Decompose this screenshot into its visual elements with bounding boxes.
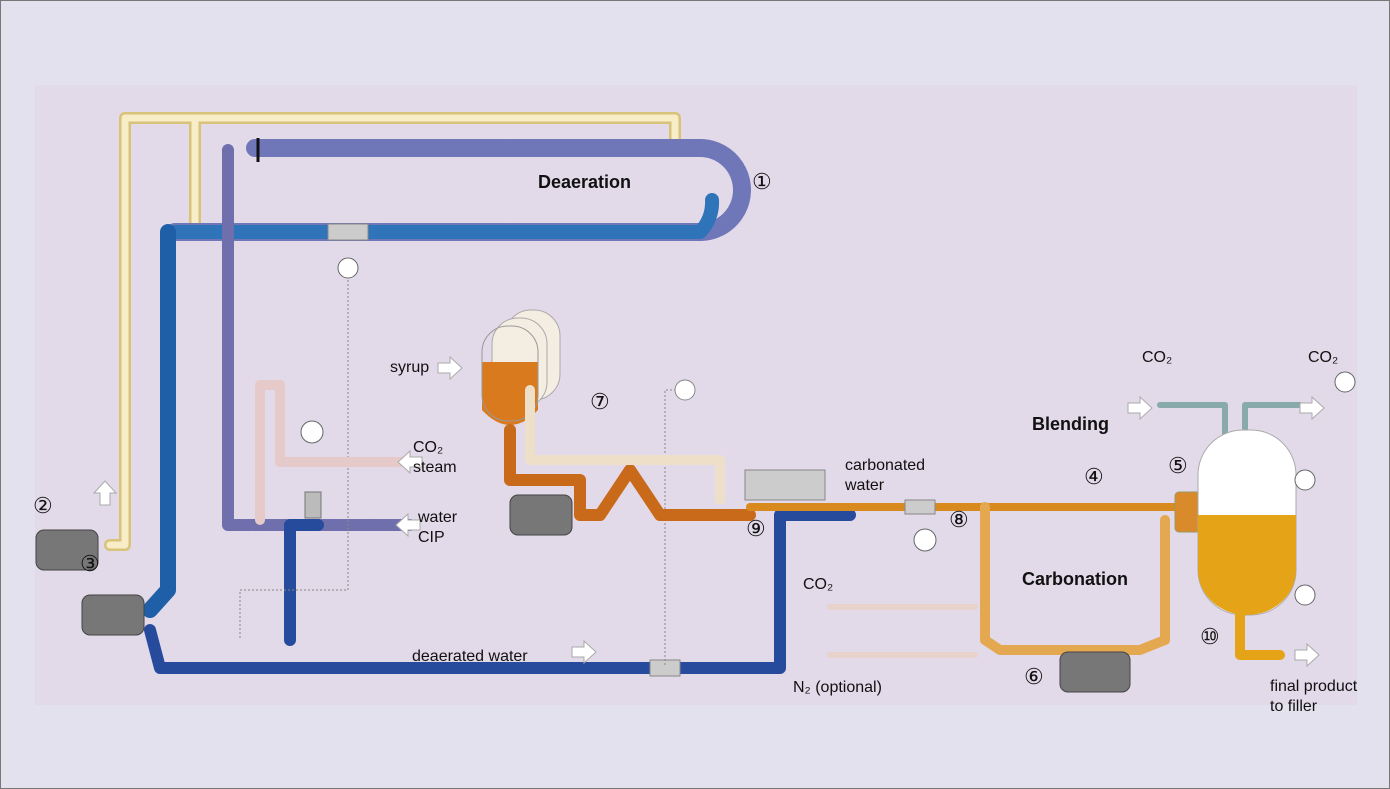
gauge — [338, 258, 358, 278]
label: N₂ (optional) — [793, 679, 882, 696]
gauge — [1295, 470, 1315, 490]
label: CO₂ — [413, 439, 443, 456]
flowmeter — [905, 500, 935, 514]
section-label: Blending — [1032, 414, 1109, 434]
marker: ⑩ — [1200, 624, 1220, 649]
pump — [1060, 652, 1130, 692]
pump — [510, 495, 572, 535]
label: carbonated — [845, 457, 925, 474]
label: to filler — [1270, 698, 1318, 715]
section-label: Carbonation — [1022, 569, 1128, 589]
section-label: Deaeration — [538, 172, 631, 192]
marker: ② — [33, 493, 53, 518]
marker: ④ — [1084, 464, 1104, 489]
label: steam — [413, 459, 457, 476]
marker: ⑤ — [1168, 453, 1188, 478]
label: final product — [1270, 678, 1358, 695]
marker: ③ — [80, 551, 100, 576]
marker: ⑥ — [1024, 664, 1044, 689]
gauge — [301, 421, 323, 443]
dosing-unit — [745, 470, 825, 500]
flowmeter — [650, 660, 680, 676]
label: syrup — [390, 359, 429, 376]
label: water — [417, 509, 458, 526]
valve — [305, 492, 321, 518]
label: deaerated water — [412, 648, 528, 665]
gauge — [675, 380, 695, 400]
gauge — [1295, 585, 1315, 605]
marker: ⑨ — [746, 516, 766, 541]
label: CO₂ — [1308, 349, 1338, 366]
marker: ⑦ — [590, 389, 610, 414]
pressure-gauge — [1335, 372, 1355, 392]
product-level — [1198, 515, 1296, 615]
label: CO₂ — [803, 576, 833, 593]
gauge — [914, 529, 936, 551]
marker: ⑧ — [949, 507, 969, 532]
flowmeter — [328, 224, 368, 240]
page: Deaeration Blending Carbonation ① ② ③ ④ … — [0, 0, 1390, 789]
pump — [82, 595, 144, 635]
diagram: Deaeration Blending Carbonation ① ② ③ ④ … — [0, 0, 1390, 789]
label: water — [844, 477, 885, 494]
label: CO₂ — [1142, 349, 1172, 366]
marker: ① — [752, 169, 772, 194]
label: CIP — [418, 529, 445, 546]
